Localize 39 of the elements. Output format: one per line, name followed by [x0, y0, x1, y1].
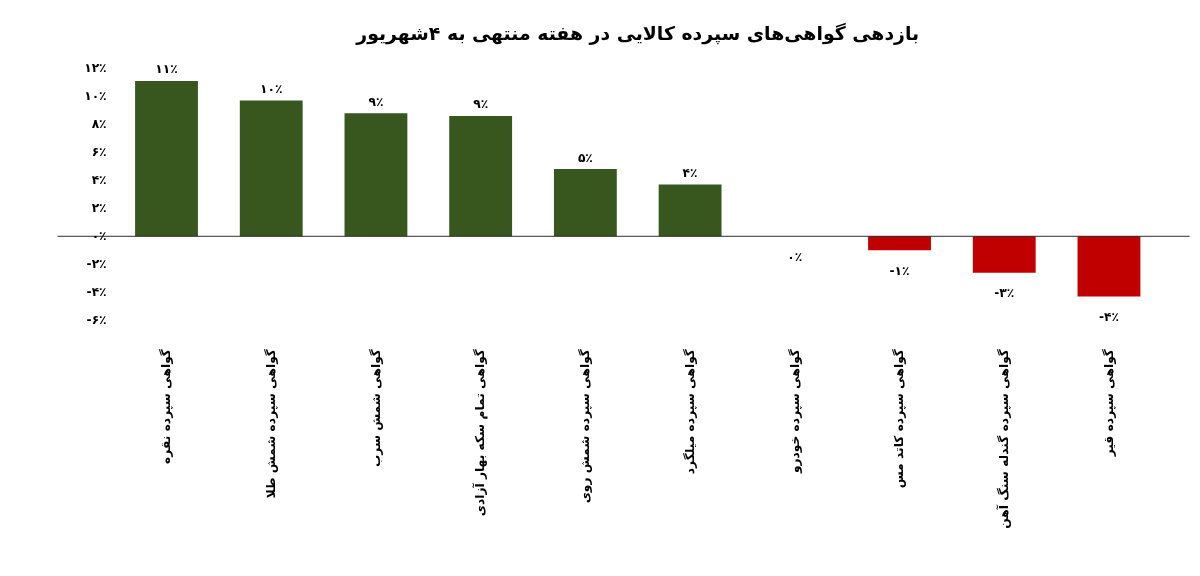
- data-label: ۴٪: [682, 165, 698, 180]
- data-label: ۹٪: [368, 94, 384, 109]
- bar: [972, 236, 1036, 273]
- data-label: ۹٪: [473, 97, 489, 112]
- bar: [658, 184, 722, 237]
- data-label: ۱۱٪: [155, 62, 178, 77]
- y-tick-label: ۱۰٪: [84, 89, 107, 104]
- bar: [135, 80, 198, 237]
- bar: [868, 236, 931, 251]
- y-tick-label: -۶٪: [86, 313, 107, 328]
- data-label: ۰٪: [787, 249, 803, 264]
- x-tick-label: گواهی سپرده کاتد مس: [891, 348, 907, 489]
- y-tick-label: -۲٪: [86, 257, 107, 272]
- x-tick-label: گواهی سپرده شمش طلا: [263, 348, 278, 499]
- bar: [1077, 236, 1141, 297]
- data-label: -۱٪: [889, 263, 910, 278]
- bar: [344, 113, 408, 237]
- y-tick-label: -۴٪: [86, 285, 107, 300]
- bar: [449, 115, 513, 237]
- chart-title: بازدهی گواهی‌های سپرده کالایی در هفته منتهی به ۴شهریور: [355, 22, 920, 46]
- bar: [553, 169, 617, 237]
- x-tick-label: گواهی تمام سکه بهار آزادی: [472, 348, 489, 517]
- x-tick-label: گواهی شمش سرب: [367, 348, 383, 468]
- x-tick-label: گواهی سپرده شمش روی: [577, 348, 593, 504]
- data-label: -۴٪: [1098, 309, 1119, 324]
- y-tick-label: ۸٪: [91, 117, 107, 132]
- data-label: ۵٪: [577, 150, 593, 165]
- x-tick-label: گواهی سپرده نقره: [158, 348, 174, 464]
- bar: [239, 100, 303, 237]
- y-tick-label: ۴٪: [91, 173, 107, 188]
- x-tick-label: گواهی سپرده خودرو: [786, 348, 802, 475]
- data-label: -۳٪: [994, 286, 1015, 301]
- y-tick-label: ۶٪: [91, 145, 107, 160]
- x-tick-label: گواهی سپرده میلگرد: [681, 348, 697, 475]
- y-tick-label: ۲٪: [91, 201, 107, 216]
- y-tick-label: ۱۲٪: [84, 61, 107, 76]
- x-tick-label: گواهی سپرده گندله سنگ آهن: [996, 348, 1012, 529]
- x-tick-label: گواهی سپرده قیر: [1100, 348, 1116, 458]
- data-label: ۱۰٪: [260, 82, 283, 97]
